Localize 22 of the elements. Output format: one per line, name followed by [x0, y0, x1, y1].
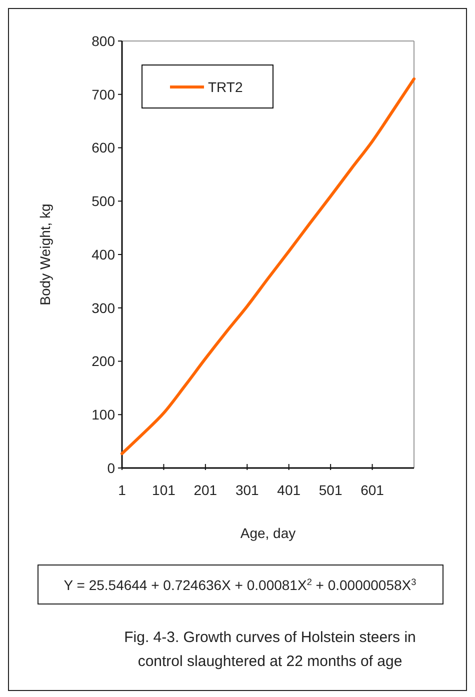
y-tick-label: 600	[92, 140, 116, 156]
x-tick-label: 201	[194, 482, 218, 498]
caption: Fig. 4-3. Growth curves of Holstein steers in control slaughtered at 22 months of age	[124, 629, 416, 670]
legend-label: TRT2	[208, 78, 243, 95]
y-axis-title: Body Weight, kg	[37, 204, 53, 306]
y-tick-label: 700	[92, 86, 116, 102]
y-tick-label: 0	[107, 460, 116, 476]
y-tick-label: 300	[92, 300, 116, 316]
x-axis-title: Age, day	[240, 525, 296, 541]
text: Y = 25.54644 + 0.724636X + 0.00081X$^{2}$ + 0.00000058X$^{3}$	[64, 577, 416, 593]
x-tick-label: 301	[235, 482, 260, 498]
x-tick-label: 501	[318, 482, 342, 498]
y-tick-label: 200	[92, 353, 116, 370]
x-tick-label: 601	[360, 482, 384, 498]
x-tick-label: 101	[152, 482, 176, 498]
y-tick-label: 800	[92, 32, 116, 49]
x-tick-label: 1	[118, 482, 126, 498]
line-series	[120, 77, 416, 456]
y-tick-label: 500	[92, 193, 116, 210]
y-tick-label: 400	[92, 246, 116, 262]
y-tick-label: 100	[92, 406, 116, 423]
x-tick-label: 401	[277, 482, 301, 498]
